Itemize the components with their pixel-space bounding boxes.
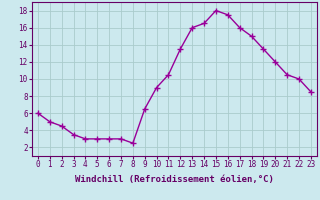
X-axis label: Windchill (Refroidissement éolien,°C): Windchill (Refroidissement éolien,°C) — [75, 175, 274, 184]
